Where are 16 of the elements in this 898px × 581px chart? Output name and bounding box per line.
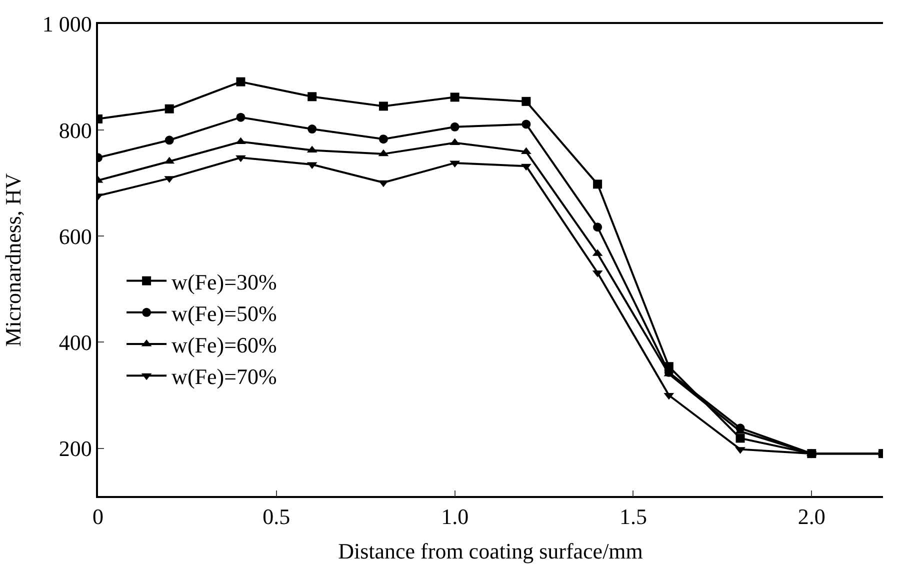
x-tick-label: 1.5 <box>619 504 647 530</box>
x-tick-label: 2.0 <box>798 504 826 530</box>
x-tick-label: 0 <box>92 504 104 530</box>
y-tick-label: 1 000 <box>42 12 92 37</box>
y-tick-label: 200 <box>58 436 92 461</box>
legend-label: w(Fe)=50% <box>172 300 277 326</box>
legend-label: w(Fe)=70% <box>172 364 277 390</box>
legend-label: w(Fe)=30% <box>172 269 277 294</box>
x-tick-label: 1.0 <box>441 504 469 530</box>
y-tick-label: 600 <box>58 224 92 249</box>
x-axis-title: Distance from coating surface/mm <box>338 538 643 564</box>
x-tick-label: 0.5 <box>262 504 290 530</box>
y-tick-label: 400 <box>58 330 92 355</box>
y-axis-title: Micronardness, HV <box>0 173 26 347</box>
legend-label: w(Fe)=60% <box>172 332 277 358</box>
y-tick-label: 800 <box>58 118 92 143</box>
